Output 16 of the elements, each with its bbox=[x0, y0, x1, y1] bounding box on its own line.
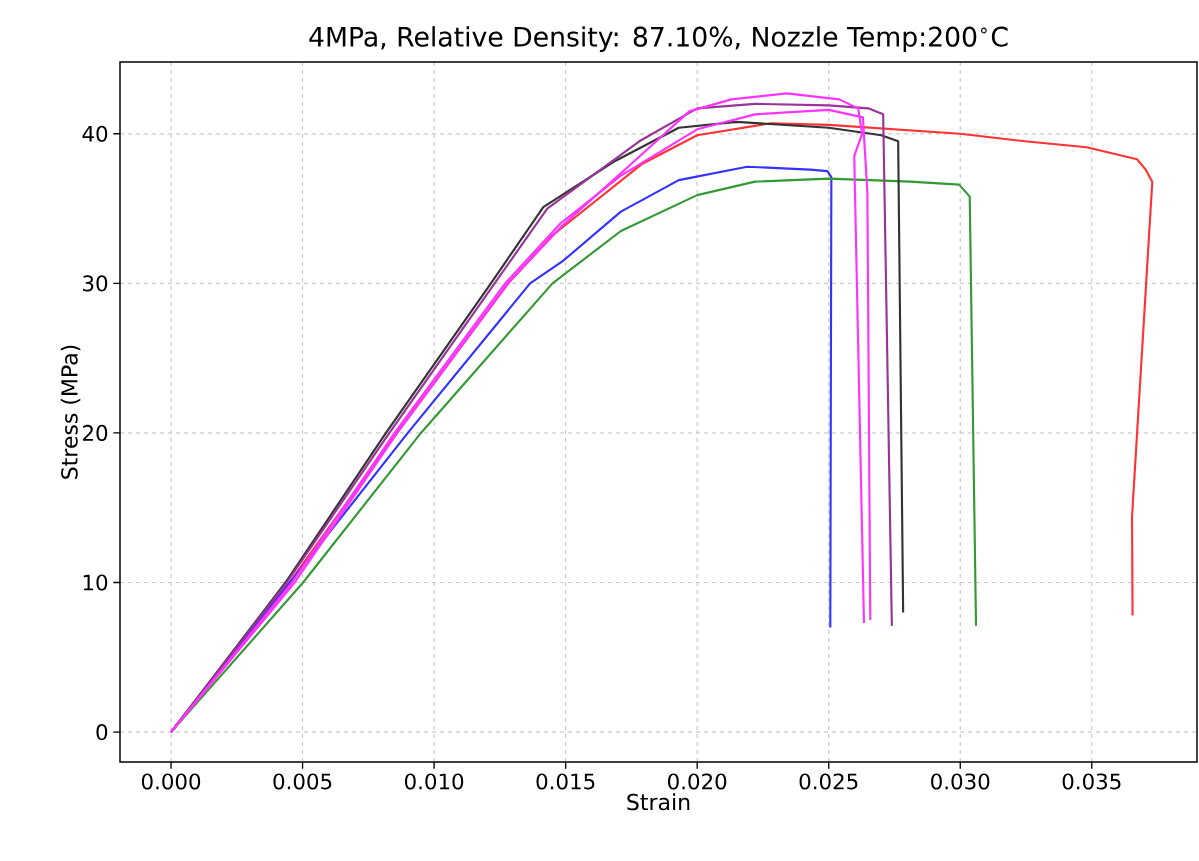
x-tick-label: 0.005 bbox=[273, 773, 332, 790]
x-tick-label: 0.000 bbox=[141, 773, 201, 790]
x-tick-label: 0.025 bbox=[799, 773, 858, 790]
chart-title: 4MPa, Relative Density: 87.10%, Nozzle Temp:200$^{∘}$C bbox=[309, 26, 1008, 52]
y-tick-label: 20 bbox=[83, 424, 108, 441]
y-tick-label: 10 bbox=[83, 574, 108, 591]
x-tick-label: 0.030 bbox=[931, 773, 990, 790]
y-tick-label: 40 bbox=[82, 125, 108, 142]
x-tick-label: 0.020 bbox=[668, 773, 727, 790]
y-tick-label: 0 bbox=[96, 724, 108, 741]
x-tick-label: 0.035 bbox=[1062, 773, 1121, 790]
x-axis-title: Strain bbox=[627, 793, 690, 811]
x-tick-label: 0.010 bbox=[404, 773, 464, 790]
x-tick-label: 0.015 bbox=[536, 773, 595, 790]
y-axis-title: Stress (MPa) bbox=[60, 345, 81, 479]
y-tick-label: 30 bbox=[83, 275, 108, 292]
